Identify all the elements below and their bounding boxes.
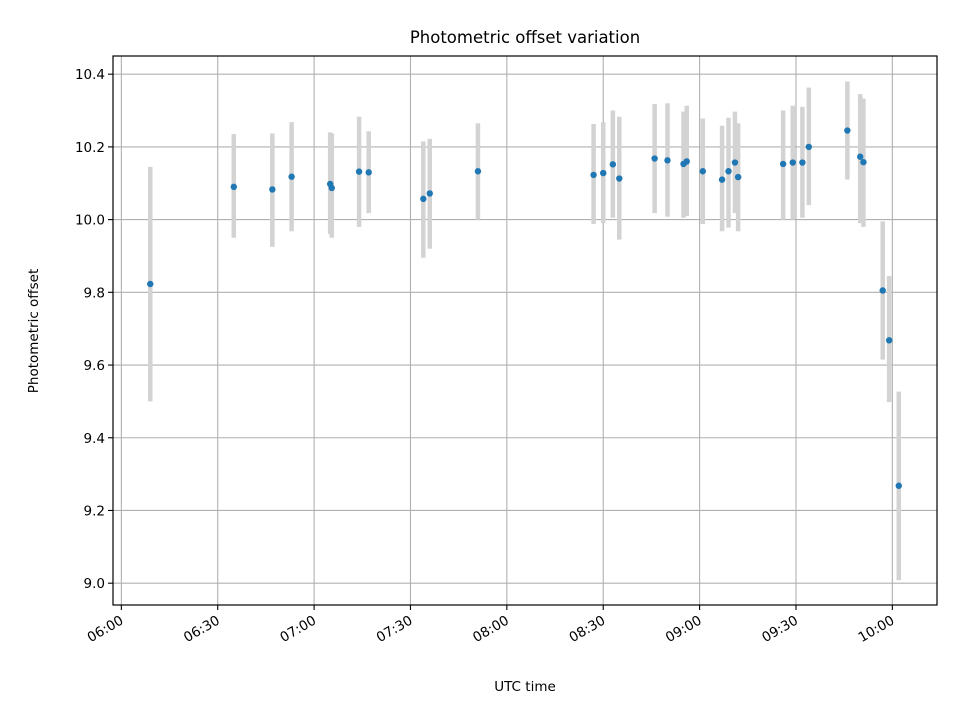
data-point bbox=[860, 158, 867, 166]
data-point bbox=[420, 195, 427, 203]
data-point bbox=[230, 183, 237, 191]
data-point bbox=[590, 171, 597, 179]
data-point bbox=[664, 157, 671, 164]
y-tick-label: 10.0 bbox=[75, 213, 105, 229]
data-point bbox=[147, 280, 154, 288]
x-axis-label: UTC time bbox=[494, 679, 556, 695]
y-tick-label: 9.4 bbox=[84, 431, 105, 447]
chart-title: Photometric offset variation bbox=[410, 28, 640, 47]
data-point bbox=[734, 173, 742, 181]
data-point bbox=[288, 173, 295, 180]
y-tick-label: 9.8 bbox=[84, 285, 105, 301]
data-point bbox=[725, 168, 732, 175]
data-point bbox=[805, 143, 813, 151]
data-point bbox=[269, 186, 276, 193]
data-point bbox=[600, 169, 607, 177]
data-point bbox=[789, 159, 796, 166]
data-point bbox=[426, 190, 433, 197]
data-point bbox=[355, 168, 363, 175]
data-point bbox=[879, 287, 886, 294]
y-tick-label: 10.2 bbox=[75, 140, 105, 156]
plot-frame bbox=[112, 55, 938, 606]
data-point bbox=[683, 158, 690, 165]
data-point bbox=[474, 168, 482, 175]
data-point bbox=[616, 175, 623, 182]
data-point bbox=[651, 155, 658, 162]
y-tick-label: 9.2 bbox=[84, 503, 105, 519]
y-tick-label: 9.0 bbox=[84, 576, 105, 592]
data-point bbox=[895, 482, 902, 489]
data-point bbox=[885, 337, 893, 344]
y-tick-label: 10.4 bbox=[75, 67, 105, 83]
data-point bbox=[328, 184, 335, 192]
data-point bbox=[857, 153, 864, 160]
y-tick-label: 9.6 bbox=[84, 358, 105, 374]
y-axis-label: Photometric offset bbox=[26, 269, 42, 393]
data-point bbox=[844, 127, 851, 134]
data-point bbox=[609, 161, 617, 168]
data-point bbox=[731, 159, 739, 166]
data-point bbox=[718, 176, 726, 183]
data-point bbox=[699, 168, 707, 175]
data-point bbox=[779, 160, 787, 168]
data-point bbox=[799, 159, 806, 166]
data-points bbox=[147, 127, 902, 489]
data-point bbox=[365, 169, 372, 176]
